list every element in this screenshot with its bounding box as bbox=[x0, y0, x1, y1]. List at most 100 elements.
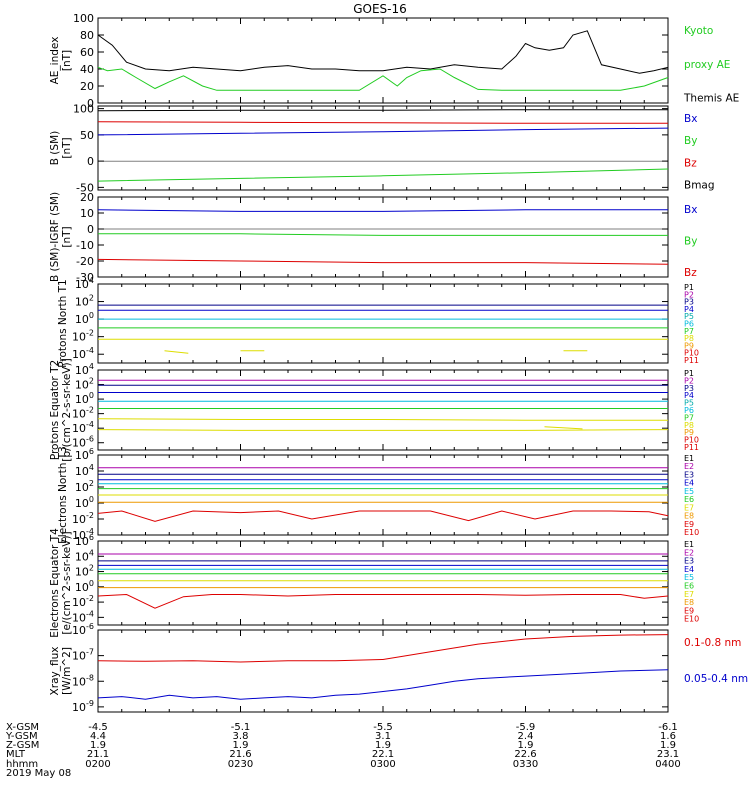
legend-entry: P4 bbox=[684, 391, 694, 400]
svg-text:[nT]: [nT] bbox=[61, 137, 73, 158]
series-line-4 bbox=[97, 109, 668, 112]
legend-entry: E6 bbox=[684, 495, 694, 504]
series-line-6 bbox=[164, 350, 189, 354]
legend-entry: E4 bbox=[684, 565, 694, 574]
legend-entry: E9 bbox=[684, 606, 694, 615]
y-axis-label: Protons Equator T2 [p/(cm^2-s-sr-keV)] bbox=[49, 358, 73, 461]
y-tick-label: 100 bbox=[75, 495, 94, 510]
legend-entry: E5 bbox=[684, 573, 694, 582]
legend-entry: 0.05-0.4 nm bbox=[684, 673, 748, 685]
series-line-2 bbox=[97, 66, 669, 91]
series-line-1 bbox=[97, 127, 669, 136]
legend-entry: Bx bbox=[684, 204, 697, 216]
axis-value-mlt: 21.1 bbox=[87, 749, 109, 760]
legend-entry: Bx bbox=[684, 113, 697, 125]
y-tick-label: 100 bbox=[75, 311, 94, 326]
panel-frame bbox=[97, 629, 669, 713]
y-tick-label: 10-8 bbox=[72, 673, 94, 688]
axis-value-y_gsm: 1.6 bbox=[660, 731, 676, 742]
legend-entry: P10 bbox=[684, 349, 699, 358]
y-tick-label: 10-2 bbox=[72, 329, 94, 344]
legend-entry: E8 bbox=[684, 512, 694, 521]
y-tick-label: 10 bbox=[80, 207, 94, 220]
legend-entry: Bz bbox=[684, 157, 697, 169]
axis-value-hhmm: 0200 bbox=[85, 759, 110, 770]
legend-entry: E5 bbox=[684, 487, 694, 496]
y-tick-label: 10-7 bbox=[72, 648, 94, 663]
series-line-7 bbox=[97, 429, 669, 431]
axis-value-y_gsm: 3.8 bbox=[233, 731, 249, 742]
y-axis-label: B (SM) [nT] bbox=[49, 131, 73, 165]
y-tick-label: 10-9 bbox=[72, 699, 94, 714]
legend-entry: E2 bbox=[684, 548, 694, 557]
y-axis-label: Electrons North T3 bbox=[57, 446, 69, 544]
legend-entry: By bbox=[684, 236, 697, 248]
legend-entry: P7 bbox=[684, 327, 694, 336]
series-line-8 bbox=[97, 510, 669, 522]
series-line-1 bbox=[97, 209, 668, 212]
y-axis-label: Electrons Equator T4 [e/(cm^2-s-sr-keV)] bbox=[49, 528, 73, 638]
series-line-1 bbox=[97, 30, 669, 74]
plot-title: GOES-16 bbox=[353, 2, 407, 16]
y-tick-label: -10 bbox=[76, 239, 94, 252]
y-tick-label: 104 bbox=[75, 548, 94, 563]
series-line-2 bbox=[97, 168, 669, 182]
legend-entry: P3 bbox=[684, 384, 694, 393]
svg-text:[p/(cm^2-s-sr-keV)]: [p/(cm^2-s-sr-keV)] bbox=[61, 358, 73, 461]
panel-3: -30 -20 -10 0 10 20 B (SM)-IGRF (SM) [nT] Bx By Bz bbox=[49, 191, 697, 284]
axis-value-x_gsm: -5.5 bbox=[373, 722, 393, 733]
y-tick-label: 100 bbox=[73, 12, 94, 25]
svg-text:Xray_flux: Xray_flux bbox=[49, 647, 61, 696]
axis-value-hhmm: 0330 bbox=[513, 759, 538, 770]
axis-value-mlt: 22.1 bbox=[372, 749, 394, 760]
legend-entry: Bmag bbox=[684, 180, 715, 192]
axis-row-label: Y-GSM bbox=[5, 731, 38, 742]
y-tick-label: 10-2 bbox=[72, 511, 94, 526]
legend-entry: P2 bbox=[684, 376, 694, 385]
panel-frame bbox=[97, 196, 669, 278]
axis-value-y_gsm: 3.1 bbox=[375, 731, 391, 742]
y-tick-label: 10-4 bbox=[72, 420, 94, 435]
y-tick-label: 10-2 bbox=[72, 406, 94, 421]
axis-value-hhmm: 0300 bbox=[370, 759, 395, 770]
y-axis-label: Xray_flux [W/m^2] bbox=[49, 647, 73, 696]
y-tick-label: 100 bbox=[75, 391, 94, 406]
legend-entry: P1 bbox=[684, 369, 694, 378]
y-tick-label: 80 bbox=[80, 29, 94, 42]
legend-entry: P8 bbox=[684, 334, 694, 343]
y-tick-label: 100 bbox=[73, 103, 94, 116]
axis-value-z_gsm: 1.9 bbox=[233, 740, 249, 751]
legend-entry: Bz bbox=[684, 267, 697, 279]
legend-entry: P6 bbox=[684, 320, 694, 329]
y-tick-label: 10-2 bbox=[72, 594, 94, 609]
y-axis-label: AE_index [nT] bbox=[49, 37, 73, 85]
series-line-8 bbox=[544, 426, 583, 430]
legend-entry: P5 bbox=[684, 312, 694, 321]
series-line-6 bbox=[97, 418, 668, 421]
legend-entry: E9 bbox=[684, 520, 694, 529]
legend-entry: P11 bbox=[684, 443, 699, 452]
y-axis-label: Protons North T1 bbox=[57, 279, 69, 367]
y-tick-label: 50 bbox=[80, 129, 94, 142]
series-line-2 bbox=[97, 669, 669, 700]
y-tick-label: 10-4 bbox=[72, 346, 94, 361]
legend-entry: P11 bbox=[684, 356, 699, 365]
legend-entry: P6 bbox=[684, 406, 694, 415]
legend-entry: Kyoto bbox=[684, 25, 713, 37]
y-tick-label: 100 bbox=[75, 579, 94, 594]
y-tick-label: 20 bbox=[80, 80, 94, 93]
svg-text:[e/(cm^2-s-sr-keV)]: [e/(cm^2-s-sr-keV)] bbox=[61, 531, 73, 634]
y-tick-label: 0 bbox=[87, 97, 94, 110]
axis-value-x_gsm: -4.5 bbox=[88, 722, 108, 733]
y-tick-label: 104 bbox=[75, 463, 94, 478]
axis-row-label: MLT bbox=[6, 749, 26, 760]
legend-entry: P9 bbox=[684, 341, 694, 350]
legend-entry: P4 bbox=[684, 305, 694, 314]
legend-entry: E6 bbox=[684, 582, 694, 591]
y-tick-label: 102 bbox=[75, 479, 94, 494]
